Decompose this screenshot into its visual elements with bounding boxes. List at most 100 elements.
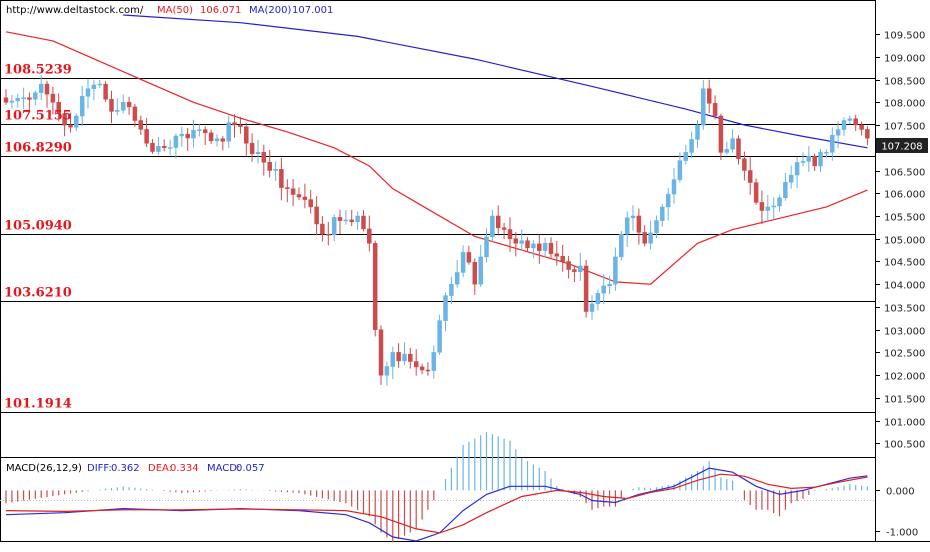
candle-body [50, 93, 56, 103]
candle [161, 139, 167, 152]
macd-histogram [5, 432, 869, 543]
candle-body [642, 232, 647, 244]
candle-body [759, 202, 765, 211]
dea-line [5, 473, 868, 534]
candle-body [74, 115, 79, 128]
candle [683, 144, 689, 165]
candle-body [753, 182, 759, 203]
candle-body [267, 162, 272, 171]
candle-body [361, 215, 366, 230]
candle [847, 115, 853, 125]
candle [730, 129, 735, 153]
candle [255, 139, 261, 164]
price-tick-2: 108.500 [884, 77, 925, 88]
candle [701, 79, 706, 130]
candle-body [777, 197, 782, 207]
candle [331, 214, 337, 242]
candle-body [126, 102, 132, 108]
diff-value: 0.362 [111, 463, 140, 474]
candle-body [285, 187, 290, 189]
candle [830, 127, 835, 161]
candle-body [273, 169, 278, 171]
candle [812, 153, 817, 171]
candle-body [712, 103, 718, 117]
candle [560, 244, 565, 272]
candle [495, 205, 501, 236]
candle-body [437, 320, 442, 353]
candle-body [349, 219, 354, 223]
candle [74, 113, 79, 132]
candle [607, 275, 612, 295]
candle [460, 245, 466, 278]
candle [454, 259, 460, 288]
candle-body [38, 83, 44, 93]
candle [865, 126, 870, 146]
candle [21, 87, 26, 109]
candle [437, 314, 442, 355]
candle [68, 112, 73, 133]
candle [654, 215, 659, 238]
candle-body [173, 135, 179, 148]
candle [343, 210, 349, 225]
candle [226, 115, 231, 148]
ma200-path [123, 14, 868, 149]
candle [238, 116, 243, 134]
candle-body [736, 138, 741, 160]
candle [695, 120, 700, 148]
candle [361, 210, 366, 232]
candle [466, 245, 472, 265]
candle-body [449, 283, 454, 296]
candle-body [525, 240, 530, 249]
candle-body [185, 133, 190, 139]
candle-body [835, 129, 841, 136]
candle-body [402, 353, 407, 362]
level-labels: 108.5239 107.5155 106.8290 105.0940 103.6210… [4, 63, 72, 412]
candle [624, 211, 630, 247]
candle [378, 325, 384, 385]
candle-body [771, 205, 776, 208]
candle-body [85, 88, 91, 97]
candle-body [138, 120, 144, 130]
candle-body [853, 118, 858, 126]
candle-body [830, 134, 835, 153]
candle [44, 80, 50, 108]
candle-body [214, 138, 220, 142]
dea-path [5, 473, 868, 534]
candle-body [636, 215, 642, 233]
candle-body [718, 115, 724, 153]
candle-body [384, 366, 390, 376]
candle [191, 119, 196, 148]
candle [314, 196, 319, 236]
candle [320, 216, 325, 242]
candle [349, 209, 354, 226]
candle-body [15, 98, 20, 102]
candle [771, 197, 776, 220]
macd-title: MACD(26,12,9) [6, 463, 82, 474]
candle-body [601, 285, 606, 294]
candle-body [454, 272, 460, 285]
candle [841, 117, 847, 136]
candle-body [79, 96, 85, 117]
candle [367, 215, 372, 252]
candle [800, 152, 806, 167]
candle [173, 133, 179, 159]
candle-body [238, 124, 243, 127]
candle [50, 86, 56, 115]
candle-body [208, 132, 214, 142]
candle-body [495, 215, 501, 229]
candle [285, 179, 290, 203]
candle-body [167, 147, 173, 149]
candle [85, 78, 91, 109]
price-tick-16: 101.500 [884, 395, 925, 406]
candle-body [624, 217, 630, 235]
candle-body [9, 100, 15, 103]
candle [202, 126, 208, 146]
diff-label: DIFF: [87, 463, 112, 474]
candle [402, 342, 407, 366]
candle [185, 128, 190, 151]
candle [665, 188, 671, 221]
candle-body [44, 83, 50, 95]
candle [302, 183, 308, 209]
candle [337, 209, 343, 235]
